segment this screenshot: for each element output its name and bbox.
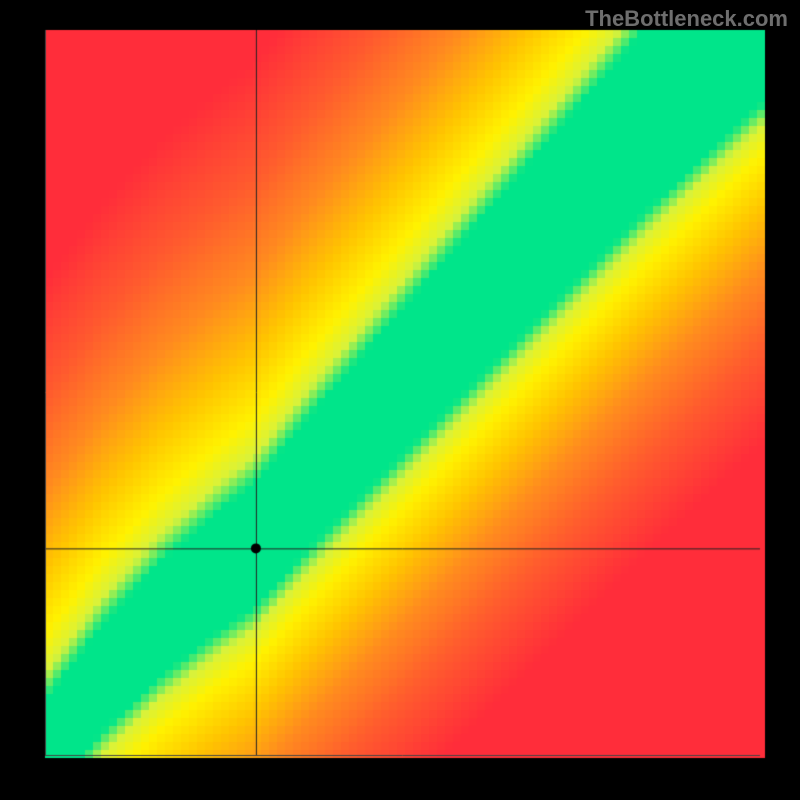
chart-container: TheBottleneck.com	[0, 0, 800, 800]
watermark-text: TheBottleneck.com	[585, 6, 788, 32]
bottleneck-heatmap	[0, 0, 800, 800]
